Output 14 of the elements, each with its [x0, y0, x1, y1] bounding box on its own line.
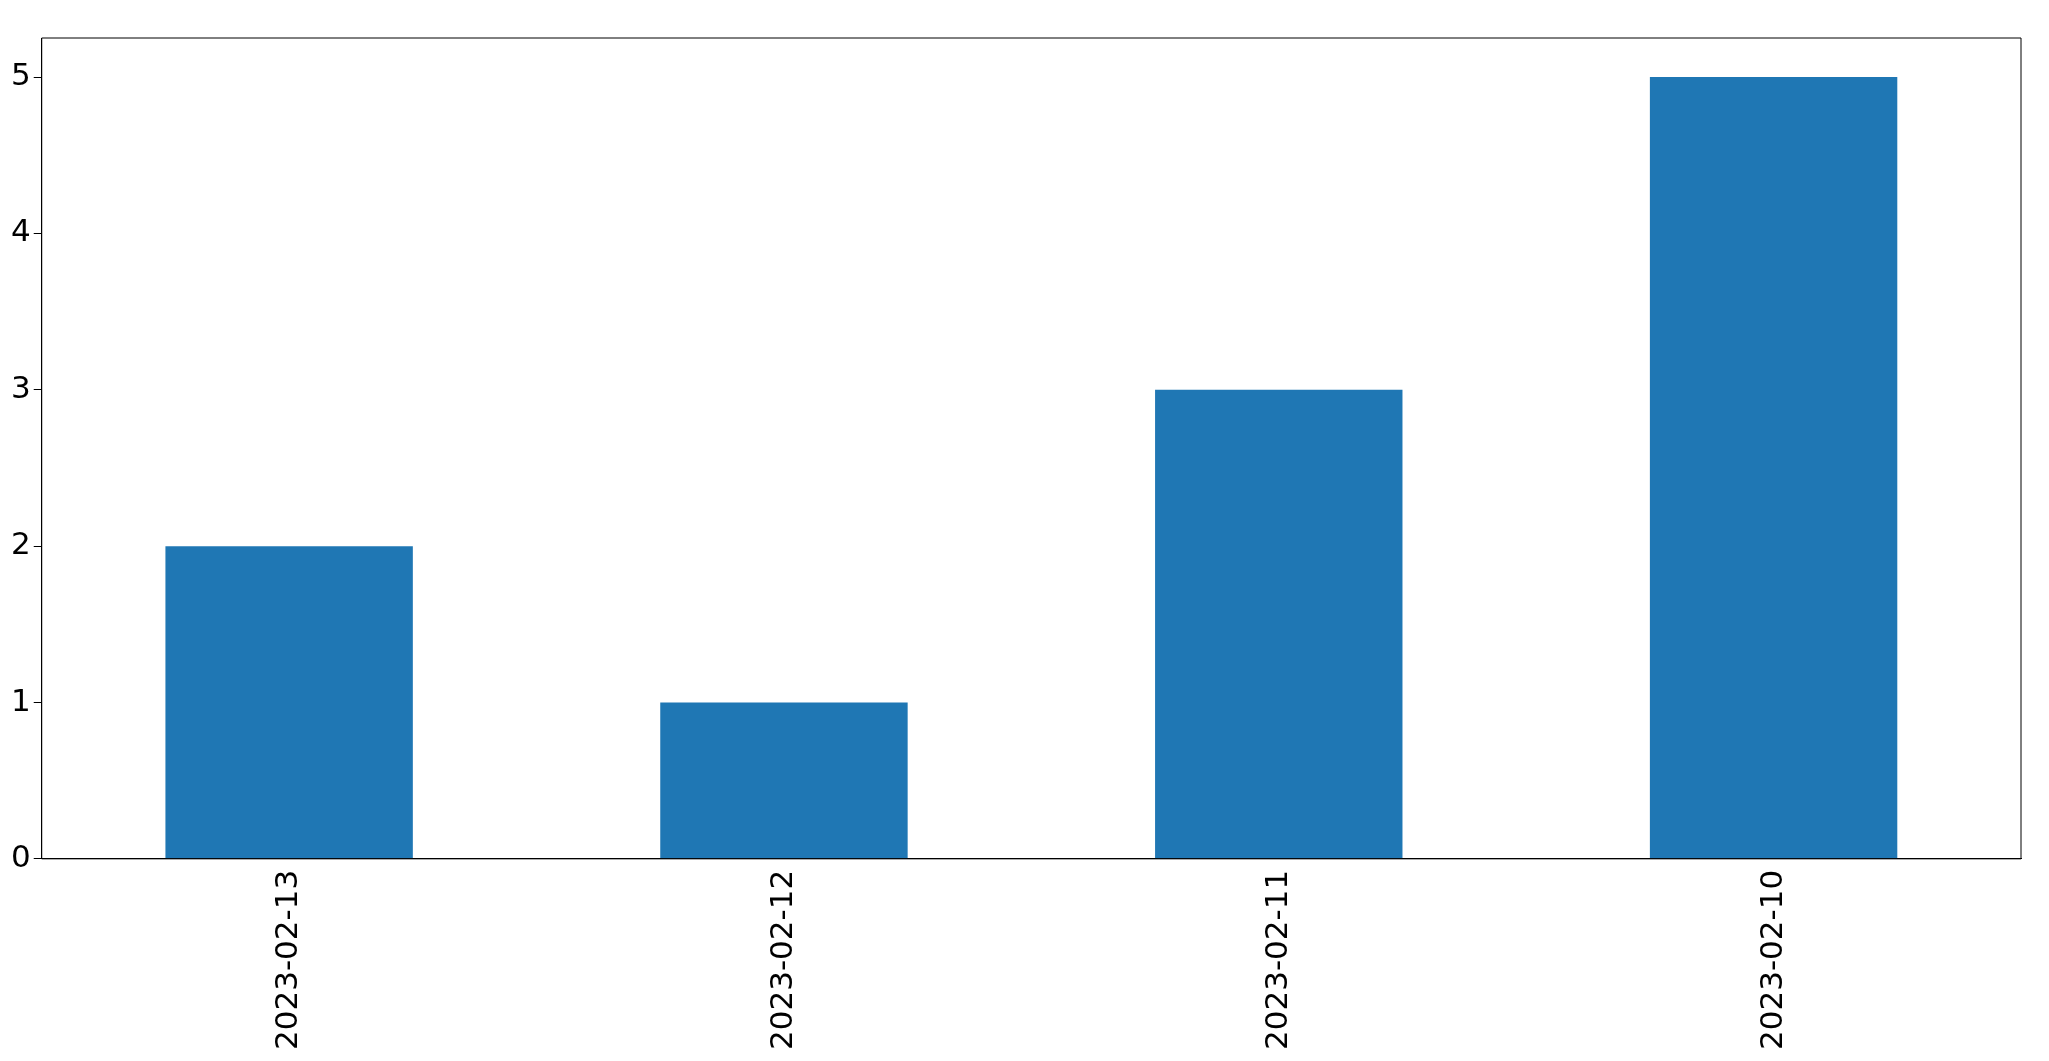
x-tick-label: 2023-02-12	[763, 869, 799, 1051]
bar	[1155, 389, 1403, 859]
y-tick-label: 0	[10, 837, 31, 874]
y-tick-label: 4	[10, 212, 31, 249]
y-tick-label: 3	[10, 368, 31, 405]
bar	[165, 546, 413, 859]
bar	[1649, 77, 1898, 859]
x-tick-label: 2023-02-13	[268, 869, 305, 1051]
y-tick-label: 2	[10, 525, 31, 562]
x-tick-label: 2023-02-10	[1752, 869, 1789, 1051]
y-tick-label: 5	[10, 56, 31, 93]
y-tick-label: 1	[10, 681, 31, 718]
bar	[660, 702, 908, 859]
x-tick-label: 2023-02-11	[1257, 869, 1294, 1051]
